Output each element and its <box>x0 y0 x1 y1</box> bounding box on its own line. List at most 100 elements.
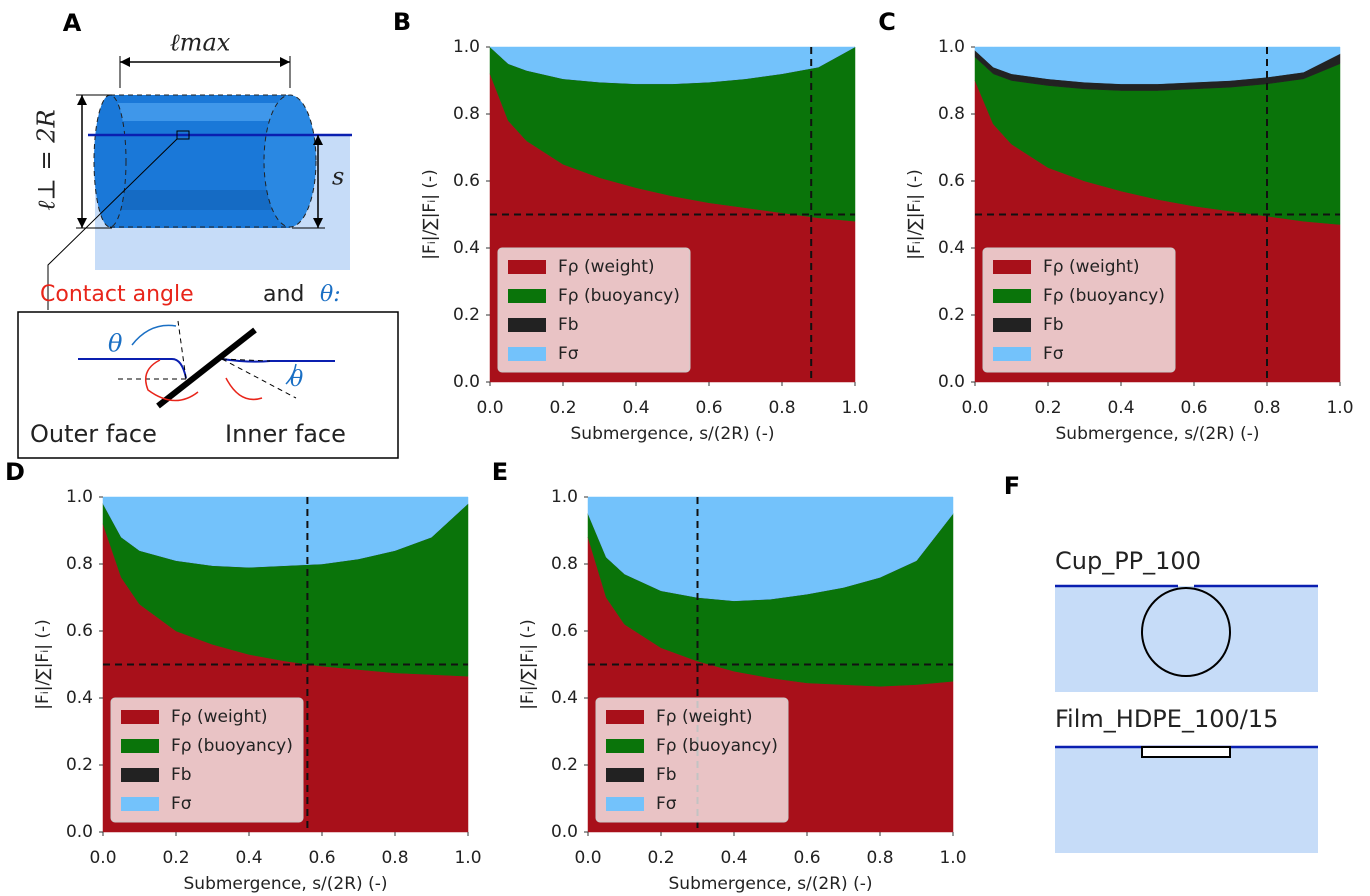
x-tick-label: 0.4 <box>622 398 649 418</box>
legend-swatch <box>606 768 644 782</box>
guide <box>177 320 187 380</box>
x-tick-label: 0.2 <box>1034 398 1061 418</box>
legend-label: Fρ (buoyancy) <box>656 736 778 756</box>
y-tick-label: 1.0 <box>551 487 578 507</box>
panel-label: D <box>5 458 25 486</box>
inset-box <box>17 311 399 459</box>
angle-arc <box>285 363 297 385</box>
angle-arc <box>131 324 177 346</box>
legend-label: Fb <box>656 765 677 785</box>
y-tick-label: 0.8 <box>551 554 578 574</box>
y-tick-label: 0.4 <box>453 238 480 258</box>
theta-inner: θ <box>290 367 303 392</box>
legend-label: Fρ (buoyancy) <box>171 736 293 756</box>
area <box>974 46 1341 85</box>
legend-label: Fρ (buoyancy) <box>558 286 680 306</box>
area <box>489 46 856 85</box>
x-tick-label: 0.2 <box>647 848 674 868</box>
y-tick-label: 0.0 <box>66 822 93 842</box>
x-tick-label: 1.0 <box>454 848 481 868</box>
y-tick-label: 0.8 <box>453 104 480 124</box>
chart: C 0.0 0.2 0.4 0.6 0.8 1.0 0.0 0.2 0.4 0.6 0.8 1.0 Sub… <box>878 8 1353 444</box>
y-tick-label: 0.8 <box>938 104 965 124</box>
y-tick-label: 0.6 <box>66 621 93 641</box>
legend-swatch <box>606 797 644 811</box>
legend-swatch <box>121 710 159 724</box>
legend-swatch <box>993 260 1031 274</box>
y-tick-label: 0.4 <box>938 238 965 258</box>
y-tick-label: 0.4 <box>66 688 93 708</box>
legend-swatch <box>121 797 159 811</box>
x-tick-label: 0.4 <box>235 848 262 868</box>
x-tick-label: 0.6 <box>695 398 722 418</box>
legend-box <box>982 247 1176 373</box>
guide <box>221 358 297 399</box>
legend-label: Fσ <box>656 794 677 814</box>
angle-arc <box>145 359 199 402</box>
film-section <box>1141 746 1231 758</box>
legend-swatch <box>508 318 546 332</box>
l-max-label: ℓmax <box>170 29 231 57</box>
x-tick-label: 0.8 <box>866 848 893 868</box>
x-axis-label: Submergence, s/(2R) (-) <box>571 424 775 444</box>
x-tick-label: 0.8 <box>381 848 408 868</box>
theta-outer: θ <box>108 330 123 358</box>
water <box>1055 747 1318 853</box>
and-label: and <box>263 282 304 307</box>
legend-box <box>595 697 789 823</box>
y-tick-label: 0.0 <box>551 822 578 842</box>
y-tick-label: 0.6 <box>551 621 578 641</box>
x-tick-label: 0.8 <box>1253 398 1280 418</box>
chart: E 0.0 0.2 0.4 0.6 0.8 1.0 0.0 0.2 0.4 0.6 0.8 1.0 Sub… <box>492 458 967 894</box>
y-tick-label: 0.2 <box>453 305 480 325</box>
x-tick-label: 0.2 <box>162 848 189 868</box>
x-axis-label: Submergence, s/(2R) (-) <box>1056 424 1260 444</box>
legend-swatch <box>993 347 1031 361</box>
cup-section <box>1141 587 1231 677</box>
x-tick-label: 0.0 <box>961 398 988 418</box>
x-tick-label: 1.0 <box>841 398 868 418</box>
water <box>1055 586 1318 692</box>
y-axis-label: |Fᵢ|/∑|Fᵢ| (-) <box>420 169 440 260</box>
angle-arc <box>225 377 263 401</box>
theta-label: θ: <box>320 282 341 307</box>
legend-label: Fρ (weight) <box>171 707 268 727</box>
y-tick-label: 0.2 <box>938 305 965 325</box>
outer-face-label: Outer face <box>30 420 157 448</box>
contact-angle-label: Contact angle <box>40 282 194 307</box>
wall <box>156 327 257 409</box>
x-tick-label: 1.0 <box>1326 398 1353 418</box>
film-label: Film_HDPE_100/15 <box>1055 705 1278 733</box>
x-tick-label: 0.6 <box>1180 398 1207 418</box>
legend-label: Fσ <box>1043 344 1064 364</box>
x-axis-label: Submergence, s/(2R) (-) <box>184 874 388 894</box>
y-tick-label: 1.0 <box>938 37 965 57</box>
y-tick-label: 0.8 <box>66 554 93 574</box>
guide <box>221 358 271 362</box>
panel-label: A <box>63 9 82 37</box>
inner-face-label: Inner face <box>225 420 346 448</box>
l-perp-label: ℓ⊥ = 2R <box>33 109 61 210</box>
legend-label: Fσ <box>171 794 192 814</box>
y-axis-label: |Fᵢ|/∑|Fᵢ| (-) <box>33 619 53 710</box>
y-tick-label: 0.4 <box>551 688 578 708</box>
x-tick-label: 0.4 <box>1107 398 1134 418</box>
panel-f: F Cup_PP_100 Film_HDPE_100/15 <box>1004 472 1318 853</box>
legend-label: Fρ (weight) <box>656 707 753 727</box>
y-tick-label: 0.2 <box>551 755 578 775</box>
legend-swatch <box>606 739 644 753</box>
y-axis-label: |Fᵢ|/∑|Fᵢ| (-) <box>518 619 538 710</box>
y-tick-label: 0.0 <box>453 372 480 392</box>
cylinder-end <box>93 94 127 228</box>
x-tick-label: 0.6 <box>793 848 820 868</box>
y-tick-label: 0.6 <box>938 171 965 191</box>
legend-label: Fb <box>1043 315 1064 335</box>
legend-label: Fσ <box>558 344 579 364</box>
cylinder-shade <box>110 190 290 210</box>
y-tick-label: 0.0 <box>938 372 965 392</box>
legend-swatch <box>508 347 546 361</box>
cylinder-end <box>263 94 317 228</box>
y-axis-label: |Fᵢ|/∑|Fᵢ| (-) <box>905 169 925 260</box>
x-axis-label: Submergence, s/(2R) (-) <box>669 874 873 894</box>
legend-box <box>497 247 691 373</box>
